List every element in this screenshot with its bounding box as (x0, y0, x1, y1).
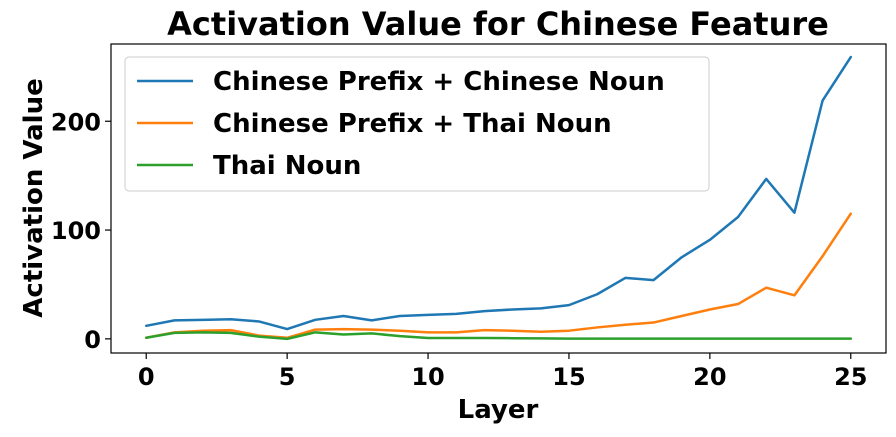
y-tick-label: 100 (51, 217, 101, 245)
plot-frame (110, 43, 887, 354)
x-tick-label: 25 (834, 363, 867, 391)
series-line-1 (144, 55, 853, 331)
x-axis-label: Layer (458, 395, 539, 425)
x-tick-label: 15 (552, 363, 585, 391)
x-tick-label: 20 (693, 363, 726, 391)
x-tick-label: 0 (138, 363, 155, 391)
legend-label-1: Chinese Prefix + Chinese Noun (213, 67, 665, 97)
series-layer (144, 55, 853, 341)
legend-box (124, 56, 710, 192)
legend-label-3: Thai Noun (213, 151, 361, 181)
legend-label-2: Chinese Prefix + Thai Noun (213, 109, 612, 139)
y-tick-label: 0 (84, 326, 101, 354)
chart-title: Activation Value for Chinese Feature (167, 5, 829, 43)
series-line-3 (144, 331, 853, 341)
x-tick-label: 10 (411, 363, 444, 391)
legend: Chinese Prefix + Chinese Noun Chinese Pre… (124, 56, 710, 192)
y-axis-label: Activation Value (19, 78, 49, 317)
ticks-layer: 0 5 10 15 20 25 0 100 200 (51, 108, 868, 391)
x-tick-label: 5 (279, 363, 296, 391)
y-tick-label: 200 (51, 108, 101, 136)
